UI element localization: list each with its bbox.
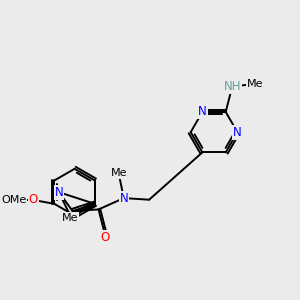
- Text: NH: NH: [224, 80, 241, 93]
- Text: OMe: OMe: [1, 195, 26, 205]
- Text: O: O: [28, 194, 38, 206]
- Text: N: N: [55, 186, 63, 199]
- Text: Me: Me: [111, 168, 128, 178]
- Text: N: N: [198, 105, 207, 119]
- Text: O: O: [100, 231, 109, 244]
- Text: N: N: [233, 126, 242, 139]
- Text: Me: Me: [247, 79, 263, 89]
- Text: N: N: [119, 192, 128, 205]
- Text: Me: Me: [62, 213, 79, 223]
